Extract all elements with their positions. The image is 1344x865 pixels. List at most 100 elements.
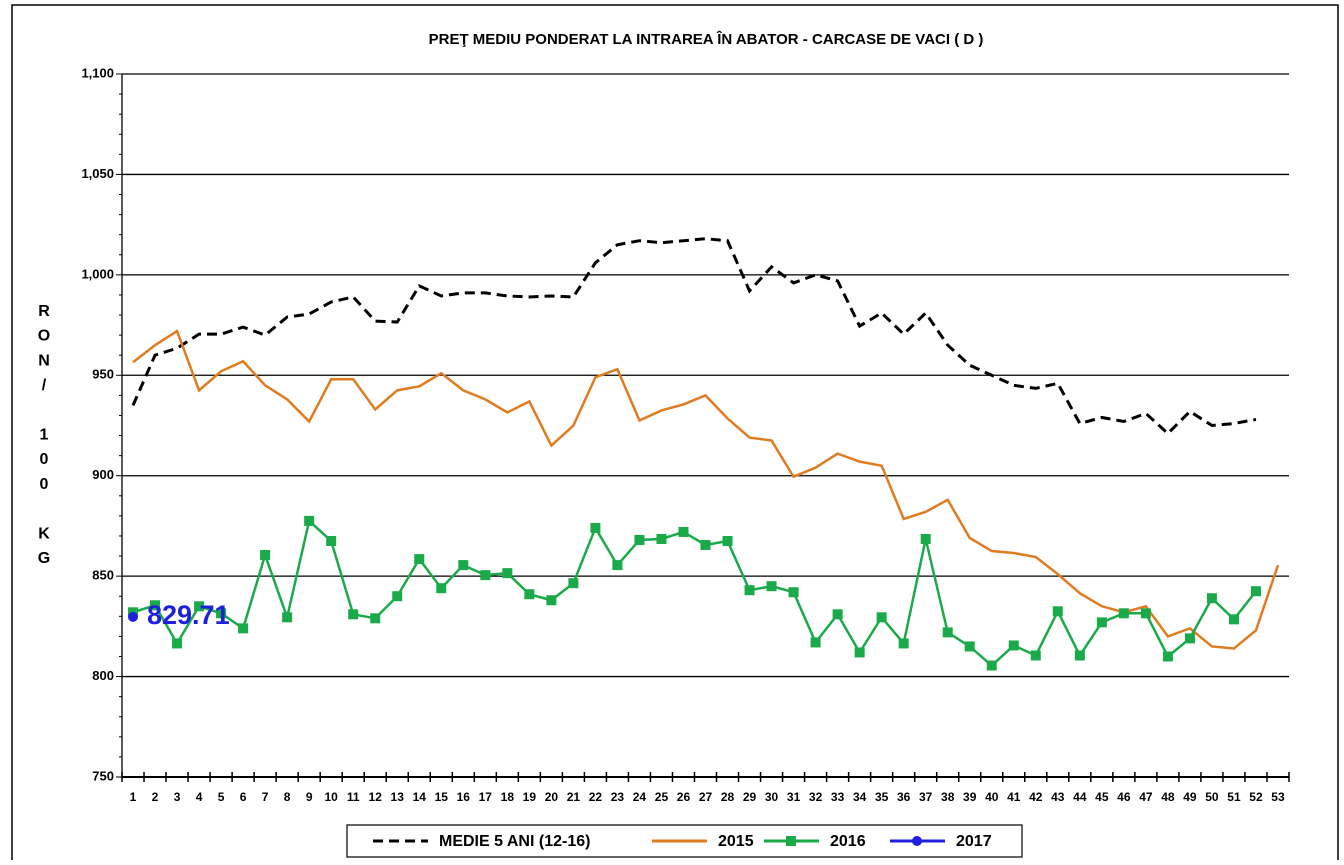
- data-point: [348, 609, 359, 620]
- data-point: [480, 570, 491, 581]
- legend-label: MEDIE 5 ANI (12-16): [439, 833, 590, 850]
- y-tick-label: 1,050: [81, 166, 114, 181]
- data-point: [150, 600, 161, 611]
- data-point: [1030, 650, 1041, 661]
- x-tick-label: 31: [787, 790, 801, 804]
- x-tick-label: 9: [306, 790, 313, 804]
- x-tick-label: 51: [1227, 790, 1241, 804]
- x-tick-label: 23: [611, 790, 625, 804]
- x-tick-label: 48: [1161, 790, 1175, 804]
- data-point: [590, 522, 601, 533]
- data-point: [964, 641, 975, 652]
- data-point: [898, 638, 909, 649]
- y-tick-label: 800: [92, 668, 114, 683]
- x-tick-label: 40: [985, 790, 999, 804]
- data-point: [216, 608, 227, 619]
- x-tick-label: 2: [152, 790, 159, 804]
- x-tick-label: 1: [130, 790, 137, 804]
- data-point: [876, 612, 887, 623]
- x-tick-label: 29: [743, 790, 757, 804]
- data-point: [1162, 651, 1173, 662]
- y-tick-label: 900: [92, 467, 114, 482]
- y-tick-label: 1,000: [81, 266, 114, 281]
- x-tick-label: 30: [765, 790, 779, 804]
- data-point: [832, 609, 843, 620]
- data-point: [1008, 640, 1019, 651]
- y-tick-label: 750: [92, 768, 114, 783]
- data-point: [458, 560, 469, 571]
- x-tick-label: 13: [391, 790, 405, 804]
- chart-title: PREŢ MEDIU PONDERAT LA INTRAREA ÎN ABATO…: [429, 30, 984, 48]
- series-line: [131, 237, 1257, 436]
- data-point: [1096, 617, 1107, 628]
- series-line: [132, 518, 1257, 668]
- x-tick-label: 5: [218, 790, 225, 804]
- data-point: [920, 533, 931, 544]
- x-tick-label: 19: [523, 790, 537, 804]
- data-point: [656, 533, 667, 544]
- data-point: [722, 535, 733, 546]
- x-tick-label: 22: [589, 790, 603, 804]
- x-tick-label: 12: [369, 790, 383, 804]
- series-line: [132, 329, 1280, 650]
- x-tick-label: 34: [853, 790, 867, 804]
- data-point: [1074, 650, 1085, 661]
- data-point: [326, 535, 337, 546]
- y-tick-label: 850: [92, 568, 114, 583]
- data-point: [568, 578, 579, 589]
- data-point: [370, 613, 381, 624]
- data-point: [986, 660, 997, 671]
- data-point: [634, 534, 645, 545]
- x-tick-label: 44: [1073, 790, 1087, 804]
- x-tick-label: 10: [324, 790, 338, 804]
- y-tick-label: 1,100: [81, 65, 114, 80]
- x-tick-label: 15: [435, 790, 449, 804]
- x-tick-label: 21: [567, 790, 581, 804]
- legend-marker: [786, 836, 796, 846]
- data-point: [612, 560, 623, 571]
- data-point: [854, 647, 865, 658]
- data-point: [1184, 633, 1195, 644]
- x-tick-label: 17: [479, 790, 493, 804]
- x-tick-label: 24: [633, 790, 647, 804]
- data-point: [414, 554, 425, 565]
- data-point: [744, 585, 755, 596]
- x-tick-label: 50: [1205, 790, 1219, 804]
- data-point: [766, 581, 777, 592]
- data-point: [238, 623, 249, 634]
- x-tick-label: 46: [1117, 790, 1131, 804]
- x-tick-label: 4: [196, 790, 203, 804]
- data-point: [1140, 608, 1151, 619]
- x-tick-label: 20: [545, 790, 559, 804]
- x-tick-label: 37: [919, 790, 933, 804]
- x-tick-label: 45: [1095, 790, 1109, 804]
- x-tick-label: 42: [1029, 790, 1043, 804]
- x-tick-label: 36: [897, 790, 911, 804]
- x-tick-label: 33: [831, 790, 845, 804]
- data-point: [1206, 593, 1217, 604]
- x-tick-label: 47: [1139, 790, 1153, 804]
- data-point: [502, 568, 513, 579]
- legend-label: 2017: [956, 833, 992, 850]
- x-tick-label: 8: [284, 790, 291, 804]
- x-tick-label: 27: [699, 790, 713, 804]
- legend-label: 2015: [718, 833, 754, 850]
- x-tick-label: 18: [501, 790, 515, 804]
- x-tick-label: 52: [1249, 790, 1263, 804]
- data-point: [1228, 614, 1239, 625]
- chart-frame: [11, 4, 1339, 865]
- data-point: [1052, 606, 1063, 617]
- y-tick-label: 950: [92, 367, 114, 382]
- legend-label: 2016: [830, 833, 866, 850]
- x-tick-label: 25: [655, 790, 669, 804]
- data-point: [942, 627, 953, 638]
- data-point: [788, 587, 799, 598]
- data-point: [194, 601, 205, 612]
- x-tick-label: 43: [1051, 790, 1065, 804]
- x-tick-label: 6: [240, 790, 247, 804]
- data-point: [678, 526, 689, 537]
- data-label: 829.71: [147, 600, 230, 630]
- data-point: [810, 637, 821, 648]
